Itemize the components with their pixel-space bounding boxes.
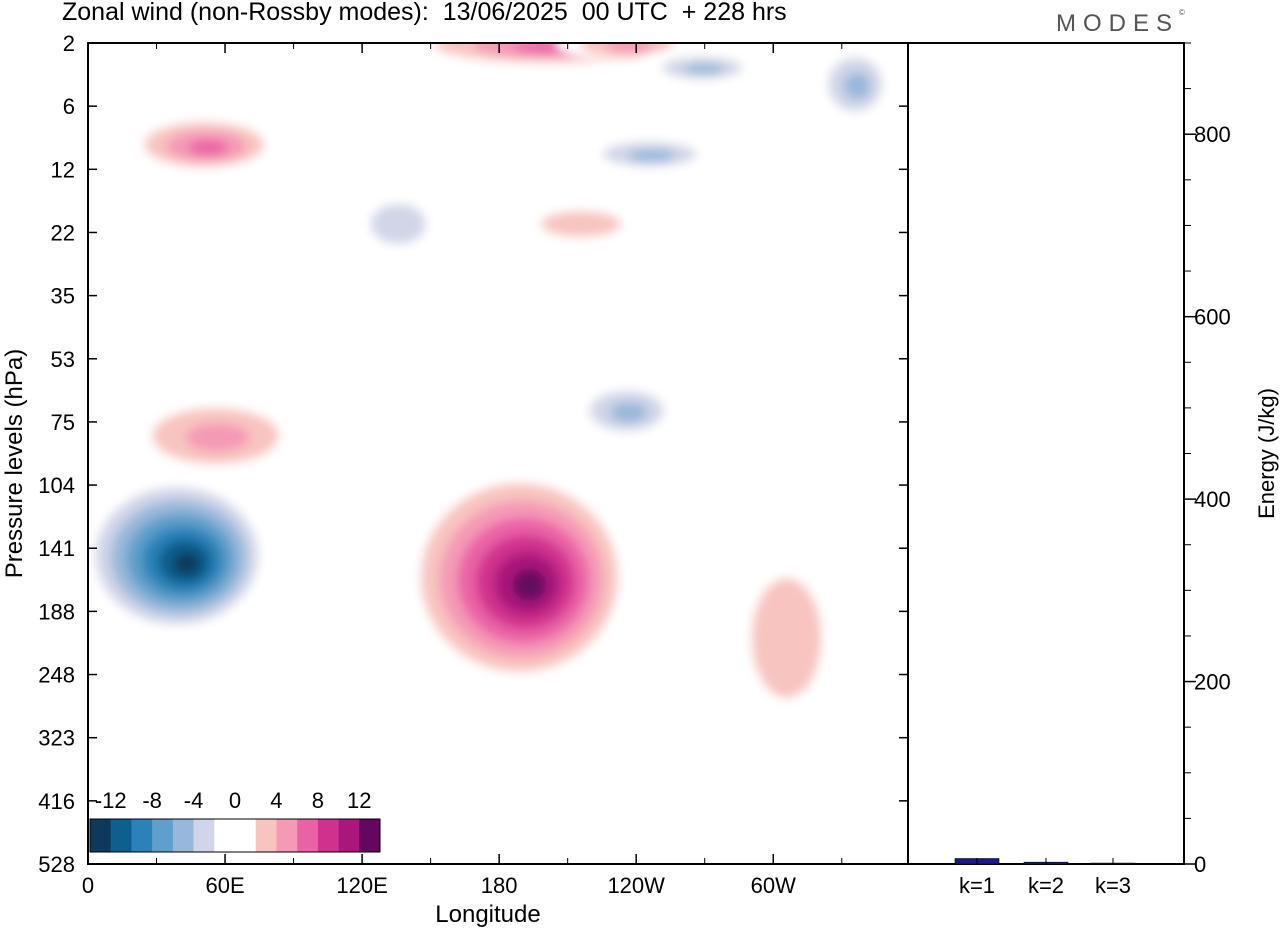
energy-tick-label: 800 [1194, 122, 1231, 147]
y-tick-label: 104 [38, 473, 75, 498]
contour-feature [88, 474, 270, 635]
y-tick-label: 141 [38, 536, 75, 561]
energy-tick-label: 400 [1194, 487, 1231, 512]
colorbar: -12 -8 -4 0 4 8 12 [89, 788, 381, 853]
y-tick-label: 22 [51, 220, 75, 245]
colorbar-swatch [152, 819, 174, 852]
contour-feature [714, 516, 855, 757]
y-tick-label: 528 [38, 852, 75, 877]
brand-mark: © [1179, 8, 1185, 17]
colorbar-swatch [110, 819, 132, 852]
contour-level-14 [173, 551, 201, 575]
contour-feature [118, 392, 309, 477]
contour-feature [813, 43, 894, 123]
x-tick-label: 60E [205, 873, 244, 898]
contour-level-14 [513, 569, 546, 601]
colorbar-tick-label: -8 [142, 788, 162, 813]
brand-logo: MODES© [1056, 8, 1185, 38]
colorbar-swatch [131, 819, 153, 852]
colorbar-swatch [317, 819, 339, 852]
energy-tick-label: 600 [1194, 305, 1231, 330]
contour-level-6 [684, 64, 725, 75]
contour-feature [499, 196, 660, 249]
colorbar-tick-label: 0 [229, 788, 241, 813]
y-tick-label: 2 [63, 31, 75, 56]
colorbar-tick-label: 12 [347, 788, 371, 813]
colorbar-swatch [359, 819, 381, 852]
energy-tick-label: 200 [1194, 670, 1231, 695]
brand-text: MODES [1056, 10, 1180, 37]
contour-feature [640, 50, 761, 83]
colorbar-swatch [338, 819, 360, 852]
energy-category-label: k=3 [1095, 873, 1131, 898]
contour-level-4 [751, 578, 822, 699]
x-tick-label: 180 [481, 873, 518, 898]
x-axis-label: Longitude [435, 901, 540, 928]
x-tick-label: 120W [607, 873, 665, 898]
y-tick-label: 35 [51, 284, 75, 309]
contour-level-6 [610, 402, 648, 423]
colorbar-swatch [193, 819, 215, 852]
y-tick-label: 416 [38, 789, 75, 814]
y-tick-label: 6 [63, 94, 75, 119]
colorbar-swatch [172, 819, 194, 852]
colorbar-tick-label: 4 [270, 788, 282, 813]
energy-tick-label: 0 [1194, 852, 1206, 877]
chart-title: Zonal wind (non-Rossby modes): 13/06/202… [62, 0, 787, 26]
contour-feature [402, 465, 633, 686]
energy-category-label: k=1 [959, 873, 995, 898]
x-tick-label: 0 [82, 873, 94, 898]
y-tick-label: 12 [51, 157, 75, 182]
y-tick-label: 248 [38, 663, 75, 688]
y-tick-label: 188 [38, 599, 75, 624]
energy-category-label: k=2 [1028, 873, 1064, 898]
y-axis-label: Pressure levels (hPa) [1, 349, 28, 578]
y-tick-label: 75 [51, 410, 75, 435]
contour-level-6 [185, 423, 250, 452]
colorbar-swatch [276, 819, 298, 852]
colorbar-tick-label: -4 [184, 788, 204, 813]
contour-level-6 [605, 43, 653, 53]
contour-level-4 [370, 204, 426, 245]
contour-feature [569, 379, 680, 440]
contour-level-8 [188, 140, 229, 156]
contour-feature [577, 134, 718, 171]
colorbar-tick-label: 8 [312, 788, 324, 813]
energy-bars: 0 200 400 600 800 Energy (J/kg) k=1 k=2 k=3 [907, 42, 1279, 898]
energy-panel-frame [907, 42, 1185, 865]
colorbar-frame [89, 818, 381, 853]
x-tick-label: 120E [336, 873, 387, 898]
colorbar-swatch [90, 819, 112, 852]
colorbar-swatch [297, 819, 319, 852]
contour-level-6 [843, 72, 871, 100]
contour-feature [122, 113, 283, 174]
colorbar-tick-label: -12 [95, 788, 127, 813]
y-tick-label: 323 [38, 726, 75, 751]
y-tick-label: 53 [51, 347, 75, 372]
contour-level-4 [541, 211, 622, 238]
contour-level-6 [628, 149, 675, 162]
colorbar-swatch [214, 819, 236, 852]
contour-field [88, 43, 908, 864]
x-tick-label: 60W [751, 873, 796, 898]
contour-feature [341, 182, 452, 263]
colorbar-swatch [255, 819, 277, 852]
colorbar-swatch [235, 819, 257, 852]
energy-axis-label: Energy (J/kg) [1254, 388, 1279, 519]
